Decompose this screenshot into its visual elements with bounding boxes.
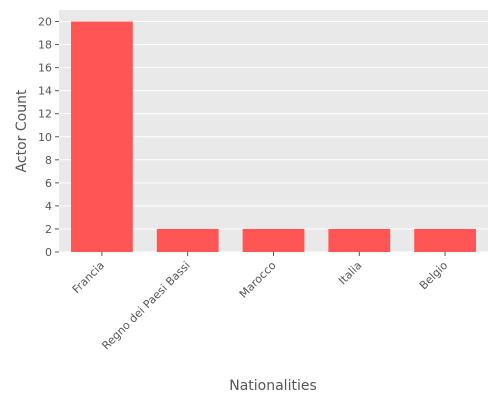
bar [328, 228, 391, 252]
bars [71, 21, 476, 253]
x-tick-label: Marocco [237, 259, 279, 301]
y-axis-ticks: 0 2 4 6 8 10 12 14 16 18 20 [38, 16, 59, 259]
bar [71, 21, 133, 253]
y-tick-label: 2 [45, 223, 52, 236]
y-tick-label: 6 [45, 177, 52, 190]
y-tick-label: 10 [38, 131, 52, 144]
y-tick-label: 14 [38, 85, 52, 98]
bar [156, 228, 219, 252]
y-tick-label: 4 [45, 200, 52, 213]
x-axis-label: Nationalities [229, 378, 317, 394]
bar [414, 228, 476, 252]
x-tick-label: Italia [336, 259, 364, 287]
y-tick-label: 8 [45, 154, 52, 167]
x-tick-label: Regno dei Paesi Bassi [99, 259, 192, 352]
x-tick-label: Francia [70, 259, 107, 296]
y-tick-label: 0 [45, 246, 52, 259]
y-tick-label: 20 [38, 16, 52, 29]
y-axis-label: Actor Count [14, 89, 30, 172]
x-tick-label: Belgio [417, 259, 451, 293]
y-tick-label: 16 [38, 62, 52, 75]
y-tick-label: 18 [38, 39, 52, 52]
bar [242, 228, 305, 252]
y-tick-label: 12 [38, 108, 52, 121]
